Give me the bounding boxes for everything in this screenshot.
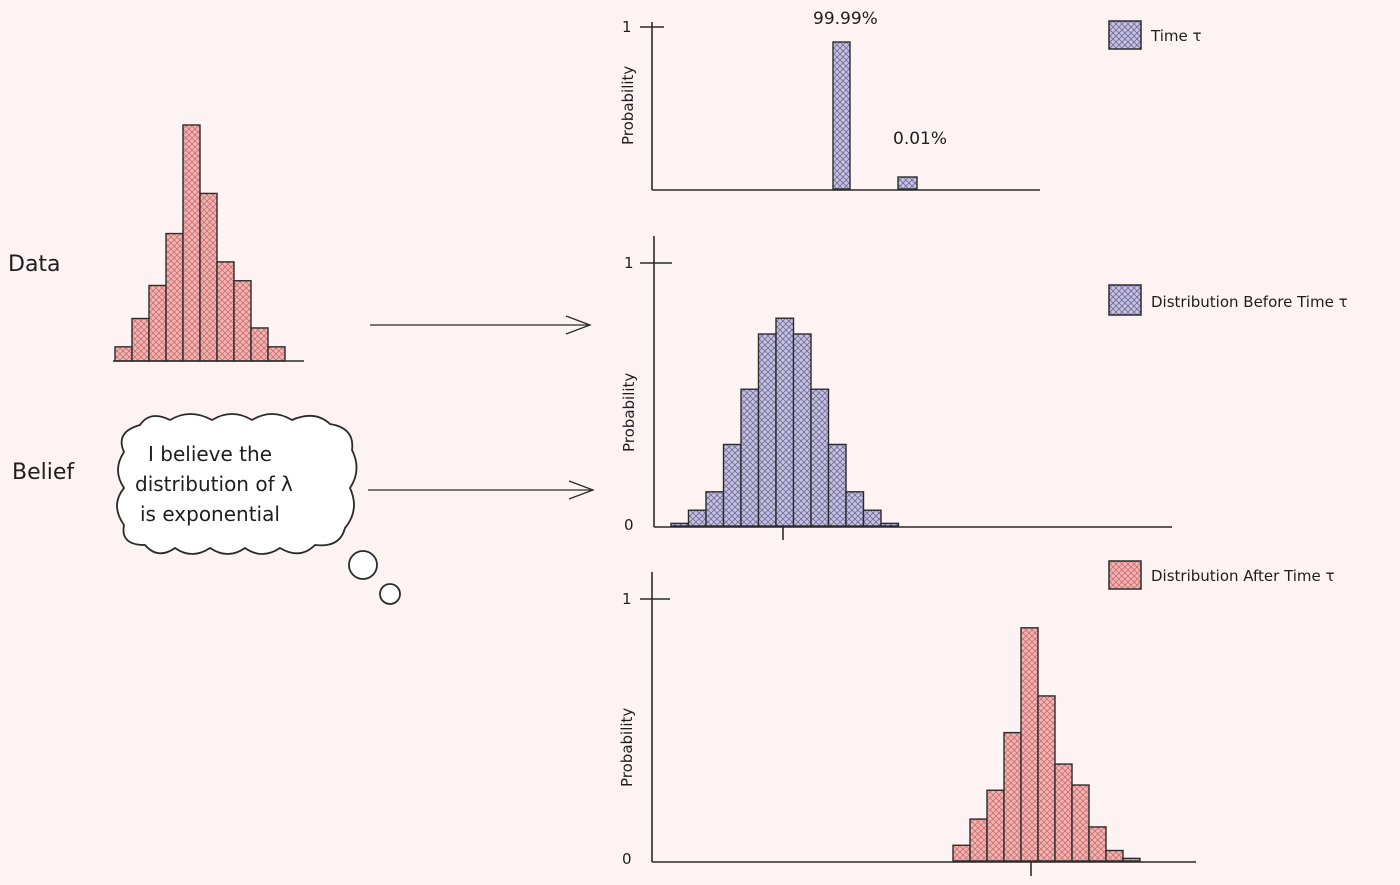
chart3-bar-2 [969,818,988,862]
chart2-bar-2 [687,509,707,527]
thought-bubble-cloud [116,413,358,555]
chart1-bar-1 [832,41,851,190]
chart2-ytick-label-1: 1 [624,254,634,272]
chart3-legend-label: Distribution After Time τ [1151,567,1335,585]
chart2-bar-3 [705,491,725,527]
chart1-ylabel: Probability [619,66,637,145]
chart3-bar-5 [1020,627,1039,862]
chart-after-tau: 1 0 Probability Distribution After Time … [618,560,1335,876]
chart3-bar-8 [1071,784,1090,862]
data-histogram-bar-9 [250,327,269,362]
data-histogram-bar-4 [165,232,184,362]
chart-time-tau: 1 Probability 99.99% 0.01% Time τ [619,9,1202,191]
arrow-belief [368,480,595,500]
chart-before-tau: 1 0 Probability Distribution Before Time… [620,236,1348,540]
chart1-ytick-label: 1 [622,18,632,36]
chart3-bar-7 [1054,763,1073,862]
chart2-bar-5 [740,388,760,527]
chart3-bar-9 [1088,826,1107,862]
thought-bubble: I believe the distribution of λ is expon… [116,413,401,605]
bubble-line-2: distribution of λ [135,472,293,496]
arrow-data [370,315,592,335]
data-histogram-bar-3 [148,284,167,362]
chart1-legend-label: Time τ [1150,27,1202,45]
chart2-ytick-label-0: 0 [624,516,634,534]
chart1-legend-swatch [1108,20,1142,50]
chart3-bar-1 [952,844,971,862]
chart2-bar-13 [880,522,900,527]
belief-label: Belief [12,460,75,485]
chart1-data-label-1: 99.99% [813,9,878,29]
chart2-bar-9 [810,388,830,527]
chart2-bar-12 [862,509,882,527]
data-histogram-bar-2 [131,317,150,362]
chart2-bar-8 [792,333,812,527]
chart1-data-label-2: 0.01% [893,129,947,149]
thought-dot-large [348,550,378,580]
chart2-bar-1 [670,522,690,527]
chart3-bar-6 [1037,695,1056,862]
data-histogram-bar-5 [182,124,201,362]
chart2-bar-10 [827,443,847,527]
chart2-legend-label: Distribution Before Time τ [1151,293,1348,311]
data-histogram [114,124,286,362]
data-histogram-bar-10 [267,346,286,362]
chart3-bar-4 [1003,731,1022,862]
chart3-ylabel: Probability [618,708,636,787]
chart2-ylabel: Probability [620,373,638,452]
chart3-ytick-label-1: 1 [622,590,632,608]
chart2-bar-6 [757,333,777,527]
bubble-line-3: is exponential [140,502,280,526]
chart3-legend-swatch [1108,560,1142,590]
chart2-bar-11 [845,491,865,527]
data-histogram-bar-1 [114,346,133,362]
chart2-bar-4 [722,443,742,527]
chart2-bar-7 [775,317,795,527]
data-histogram-bar-8 [233,280,252,362]
data-label: Data [8,252,61,277]
data-histogram-bar-6 [199,192,218,362]
chart2-legend-swatch [1108,284,1142,316]
chart1-bar-2 [897,176,918,190]
chart3-bar-3 [986,789,1005,862]
thought-dot-small [379,583,401,605]
bubble-line-1: I believe the [148,442,272,466]
data-histogram-bar-7 [216,261,235,362]
chart3-ytick-label-0: 0 [622,850,632,868]
chart3-bar-11 [1122,857,1141,862]
chart3-bar-10 [1105,849,1124,862]
